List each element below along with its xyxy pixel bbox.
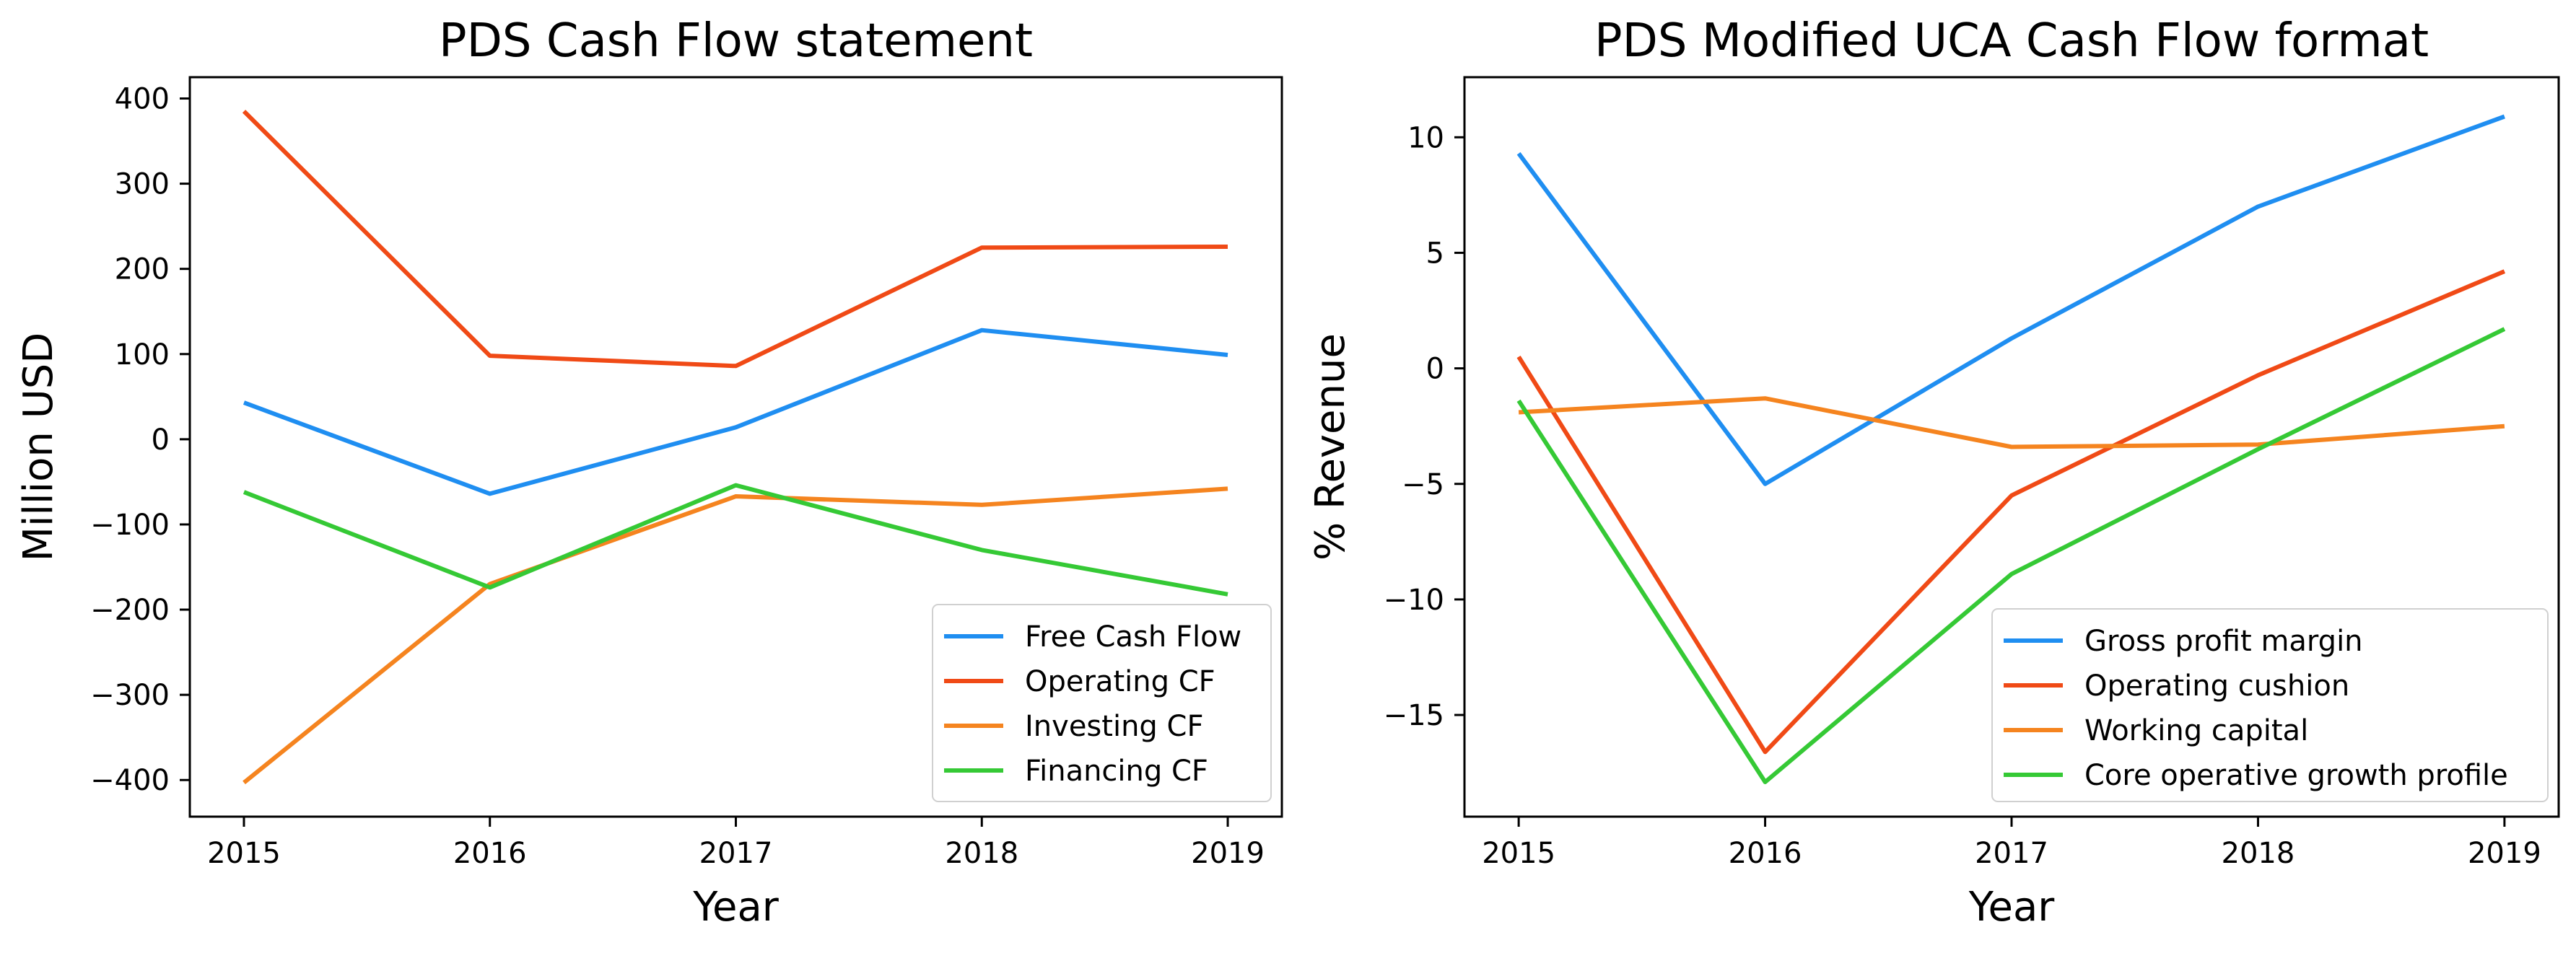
legend: Free Cash Flow Operating CF Investing CF Fi… — [932, 604, 1272, 802]
series-line-1 — [1516, 269, 2506, 755]
y-tick-label: 0 — [1426, 353, 1444, 386]
y-axis-label: % Revenue — [1307, 333, 1354, 561]
x-tick-label: 2016 — [1729, 837, 1802, 870]
x-tick-label: 2015 — [1482, 837, 1555, 870]
y-tick-label: 100 — [115, 338, 170, 372]
y-tick-label: 200 — [115, 253, 170, 286]
series-line-0 — [243, 328, 1228, 496]
chart-title: PDS Modified UCA Cash Flow format — [1594, 14, 2429, 68]
legend-entry-0: Free Cash Flow — [1025, 620, 1241, 654]
x-tick-label: 2018 — [945, 837, 1018, 870]
series-line-1 — [242, 110, 1228, 369]
legend-entry-0: Gross profit margin — [2084, 625, 2363, 658]
legend-entry-3: Core operative growth profile — [2084, 759, 2508, 792]
x-axis-label: Year — [692, 884, 780, 931]
x-tick-label: 2018 — [2222, 837, 2295, 870]
x-tick-label: 2015 — [207, 837, 281, 870]
cash-flow-statement-chart: PDS Cash Flow statement Year Million USD… — [15, 14, 1283, 931]
y-tick-label: −100 — [90, 509, 170, 542]
x-tick-label: 2016 — [453, 837, 527, 870]
legend-entry-1: Operating cushion — [2084, 669, 2349, 703]
chart-title: PDS Cash Flow statement — [439, 14, 1033, 68]
y-tick-label: −400 — [90, 764, 170, 797]
legend-entry-2: Investing CF — [1025, 710, 1203, 743]
x-tick-label: 2019 — [2468, 837, 2541, 870]
series-line-3 — [243, 483, 1228, 597]
legend: Gross profit margin Operating cushion Work… — [1991, 608, 2549, 802]
legend-box — [932, 604, 1272, 802]
legend-box — [1991, 608, 2549, 802]
y-tick-label: 0 — [152, 423, 170, 457]
y-tick-label: 5 — [1426, 237, 1444, 270]
series-line-2 — [1518, 396, 2505, 449]
series-line-3 — [1516, 327, 2506, 784]
series-line-2 — [243, 486, 1228, 785]
legend-entry-3: Financing CF — [1025, 755, 1208, 788]
x-axis-label: Year — [1968, 884, 2056, 931]
y-tick-label: 10 — [1407, 121, 1444, 154]
x-tick-label: 2017 — [1975, 837, 2048, 870]
y-tick-label: 300 — [115, 168, 170, 201]
y-tick-label: −10 — [1384, 584, 1444, 617]
legend-entry-1: Operating CF — [1025, 665, 1215, 698]
y-axis-label: Million USD — [15, 333, 62, 562]
x-tick-label: 2017 — [699, 837, 773, 870]
legend-entry-2: Working capital — [2084, 714, 2308, 747]
modified-uca-cash-flow-chart: PDS Modified UCA Cash Flow format Year %… — [1307, 14, 2560, 931]
y-tick-label: −5 — [1402, 468, 1444, 501]
y-tick-label: −300 — [90, 679, 170, 712]
series-line-0 — [1516, 114, 2505, 486]
y-tick-label: −15 — [1384, 699, 1444, 732]
y-tick-label: 400 — [115, 83, 170, 116]
x-tick-label: 2019 — [1191, 837, 1265, 870]
y-tick-label: −200 — [90, 594, 170, 627]
